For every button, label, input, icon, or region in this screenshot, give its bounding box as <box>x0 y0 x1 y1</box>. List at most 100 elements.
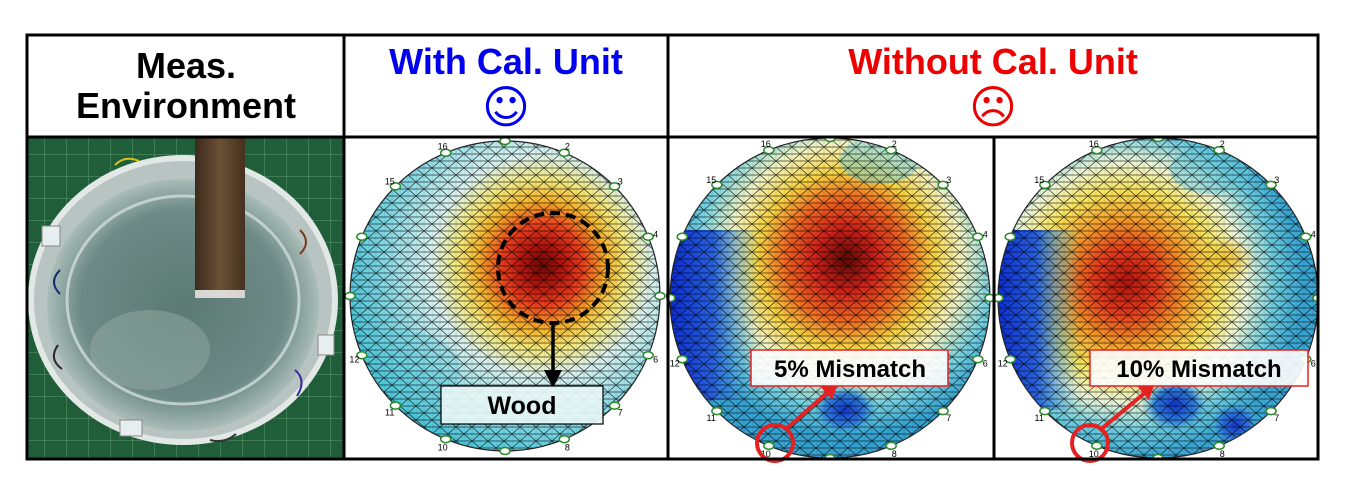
electrode-label: 11 <box>1035 413 1044 423</box>
electrode-marker <box>499 446 511 456</box>
wood-label: Wood <box>488 392 557 420</box>
electrode-marker <box>1300 232 1312 242</box>
electrode-label: 8 <box>1220 449 1225 459</box>
electrode-marker <box>972 354 984 364</box>
electrode-marker <box>356 351 368 360</box>
electrode-label: 4 <box>1311 230 1316 240</box>
mismatch10-label-box: 10% Mismatch <box>1089 349 1309 387</box>
electrode-marker <box>676 354 688 364</box>
electrode-label: 11 <box>707 413 716 423</box>
electrode-label: 7 <box>1274 413 1279 423</box>
electrode-markers: 2345678101112151623456781011121516234567… <box>345 138 1328 459</box>
electrode-label: 2 <box>565 141 570 151</box>
with-cal-header-label: With Cal. Unit <box>389 41 623 82</box>
wood-label-box: Wood <box>440 385 604 425</box>
electrode-marker <box>885 441 897 451</box>
electrode-marker <box>1213 441 1225 451</box>
electrode-label: 6 <box>1311 358 1316 368</box>
electrode-marker <box>1265 180 1277 190</box>
electrode-marker <box>654 291 666 301</box>
mismatch5-label-box: 5% Mismatch <box>750 349 949 387</box>
electrode-label: 4 <box>653 230 658 240</box>
electrode-label: 10 <box>761 449 771 459</box>
electrode-marker <box>669 293 676 303</box>
electrode-marker <box>763 145 775 155</box>
electrode-set-3: 2 3 4 5 6 7 8 10 11 12 15 16 <box>995 138 1328 459</box>
electrode-marker <box>1039 180 1051 190</box>
electrode-marker <box>356 232 368 241</box>
electrode-label: 4 <box>983 230 988 240</box>
electrode-label: 15 <box>706 175 716 185</box>
electrode-label: 16 <box>761 139 771 149</box>
mismatch5-arrow <box>755 383 838 463</box>
electrode-marker <box>676 232 688 242</box>
electrode-label: 7 <box>946 413 951 423</box>
without-cal-header: Without Cal. Unit ☹ <box>669 36 1317 136</box>
electrode-label: 12 <box>670 358 680 368</box>
electrode-marker <box>1004 232 1016 242</box>
electrode-marker <box>1312 293 1317 303</box>
electrode-marker <box>558 434 571 444</box>
electrode-marker <box>763 441 775 451</box>
electrode-marker <box>1091 441 1103 451</box>
environment-header-label: Meas. Environment <box>75 45 297 126</box>
electrode-marker <box>558 148 571 158</box>
electrode-marker <box>824 138 836 143</box>
electrode-label: 3 <box>1274 175 1279 185</box>
electrode-label: 15 <box>385 177 395 187</box>
electrode-marker <box>711 406 723 416</box>
electrode-marker <box>608 401 621 410</box>
electrode-marker <box>1213 145 1225 155</box>
electrode-marker <box>937 406 949 416</box>
electrode-marker <box>1091 145 1103 155</box>
electrode-marker <box>439 434 452 444</box>
electrode-label: 5 <box>1323 294 1328 304</box>
electrode-label: 3 <box>946 175 951 185</box>
electrode-marker <box>345 291 356 301</box>
electrode-label: 8 <box>565 443 570 453</box>
electrode-marker <box>389 401 402 410</box>
electrode-label: 6 <box>653 354 658 364</box>
measurement-photo <box>28 138 344 458</box>
electrode-label: 2 <box>1220 139 1225 149</box>
electrode-marker <box>1265 406 1277 416</box>
electrode-label: 7 <box>618 407 623 417</box>
with-cal-header: With Cal. Unit ☺ <box>345 36 667 136</box>
happy-face-icon: ☺ <box>482 80 530 134</box>
electrode-marker <box>995 293 1004 303</box>
electrode-marker <box>608 182 621 191</box>
electrode-label: 5 <box>665 292 670 302</box>
electrode-set-1: 2 3 4 5 6 7 8 10 11 12 15 16 <box>345 138 670 456</box>
electrode-marker <box>984 293 993 303</box>
electrode-label: 16 <box>1089 139 1099 149</box>
electrode-marker <box>824 453 836 458</box>
mismatch10-label: 10% Mismatch <box>1116 356 1281 383</box>
electrode-marker <box>711 180 723 190</box>
electrode-label: 15 <box>1034 175 1044 185</box>
electrode-marker <box>972 232 984 242</box>
mismatch10-arrow <box>1070 383 1155 463</box>
electrode-marker <box>1039 406 1051 416</box>
electrode-label: 10 <box>1089 449 1099 459</box>
electrode-label: 16 <box>438 141 448 151</box>
electrode-marker <box>1152 138 1164 143</box>
electrode-marker <box>642 232 654 241</box>
electrode-label: 12 <box>349 354 359 364</box>
electrode-marker <box>885 145 897 155</box>
electrode-label: 3 <box>618 177 623 187</box>
electrode-marker <box>389 182 402 191</box>
electrode-label: 10 <box>438 443 448 453</box>
electrode-label: 6 <box>983 358 988 368</box>
without-cal-header-label: Without Cal. Unit <box>848 41 1138 82</box>
electrode-marker <box>937 180 949 190</box>
table-grid <box>25 33 1320 461</box>
electrode-label: 12 <box>998 358 1008 368</box>
electrode-label: 2 <box>892 139 897 149</box>
mismatch5-label: 5% Mismatch <box>774 356 926 383</box>
sad-face-icon: ☹ <box>969 80 1017 134</box>
electrode-marker <box>499 138 511 146</box>
electrode-marker <box>642 351 654 360</box>
